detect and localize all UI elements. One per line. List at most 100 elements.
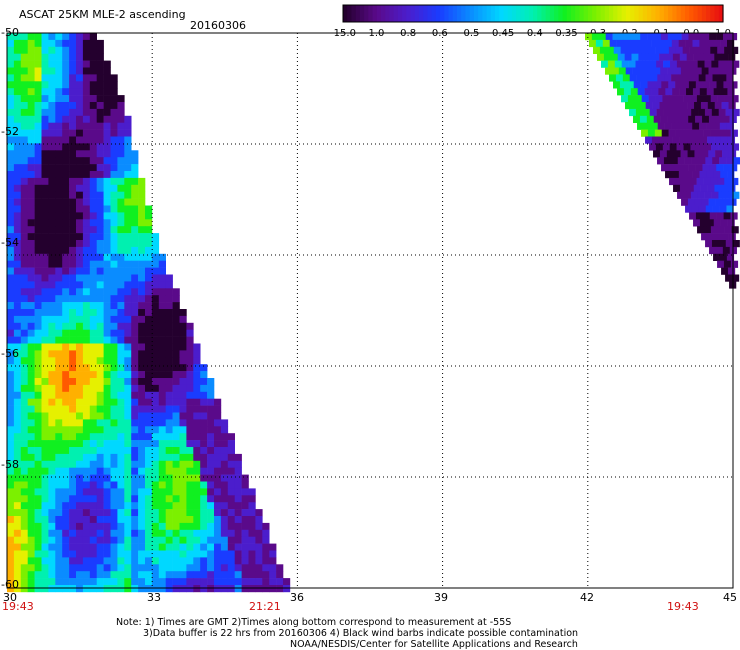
colorbar-segment [676,5,682,22]
swath-cell [117,136,125,144]
swath-cell [96,357,104,365]
swath-cell [234,564,242,572]
swath-cell [145,474,153,482]
swath-cell [110,536,118,544]
swath-cell [34,336,42,344]
swath-cell [151,578,160,586]
swath-cell [676,60,685,68]
swath-cell [179,474,187,482]
swath-cell [674,115,682,123]
swath-cell [41,219,49,227]
swath-cell [151,474,160,482]
swath-cell [110,322,118,330]
swath-cell [7,260,15,268]
swath-cell [48,350,56,358]
swath-cell [138,522,146,531]
swath-cell [193,364,201,372]
swath-cell [103,529,111,537]
swath-cell [69,198,77,206]
swath-cell [117,253,125,261]
swath-cell [34,453,42,462]
swath-cell [193,557,201,565]
swath-cell [62,226,70,234]
swath-cell [186,398,194,406]
swath-cell [89,578,97,586]
swath-cell [34,129,42,137]
swath-cell [62,495,70,503]
swath-cell [158,529,166,537]
swath-cell [103,60,111,68]
swath-cell [76,88,84,96]
swath-cell [138,191,146,199]
swath-cell [207,509,215,517]
swath-cell [234,467,242,475]
swath-cell [158,550,166,558]
swath-cell [193,398,201,406]
swath-cell [151,267,160,275]
swath-cell [692,171,700,179]
swath-cell [27,39,35,48]
swath-cell [131,364,139,372]
swath-cell [691,157,699,165]
swath-cell [644,39,652,48]
swath-cell [145,488,153,496]
swath-cell [145,550,153,558]
swath-cell [13,184,22,192]
swath-cell [13,253,22,261]
swath-cell [76,329,84,337]
swath-cell [34,391,42,399]
swath-cell [82,509,91,517]
swath-cell [687,67,696,75]
swath-cell [117,122,125,130]
swath-cell [124,357,132,365]
colorbar-segment [359,5,365,22]
swath-cell [62,88,70,96]
swath-cell [55,453,63,462]
swath-cell [131,405,139,413]
swath-cell [172,516,180,524]
swath-cell [220,522,229,531]
swath-cell [624,53,632,61]
swath-cell [659,150,668,158]
swath-cell [117,433,125,441]
swath-cell [48,426,56,434]
swath-cell [89,74,97,82]
swath-cell [145,467,153,475]
swath-cell [138,371,146,379]
swath-cell [103,543,111,551]
swath-cell [131,474,139,482]
swath-cell [55,447,63,455]
swath-cell [110,467,118,475]
swath-cell [55,164,63,172]
swath-cell [158,295,166,303]
swath-cell [103,502,111,510]
swath-cell [158,260,166,268]
swath-cell [193,378,201,386]
swath-cell [131,502,139,510]
swath-cell [659,53,667,61]
swath-cell [34,467,42,475]
swath-cell [117,571,125,579]
colorbar-segment [419,5,424,22]
swath-cell [69,398,77,406]
swath-cell [720,219,728,227]
swath-cell [131,522,139,531]
swath-cell [62,343,70,351]
swath-cell [200,447,208,455]
swath-cell [131,309,139,317]
swath-cell [158,350,166,358]
swath-cell [48,460,56,468]
swath-cell [710,46,718,54]
swath-cell [55,329,63,337]
swath-cell [110,184,118,192]
swath-cell [41,578,49,586]
swath-cell [27,585,35,593]
swath-cell [220,419,229,427]
swath-cell [76,39,84,48]
swath-cell [7,378,15,386]
swath-cell [76,585,84,593]
swath-cell [138,419,146,427]
swath-cell [158,543,166,551]
swath-cell [55,543,63,551]
swath-cell [103,143,111,151]
